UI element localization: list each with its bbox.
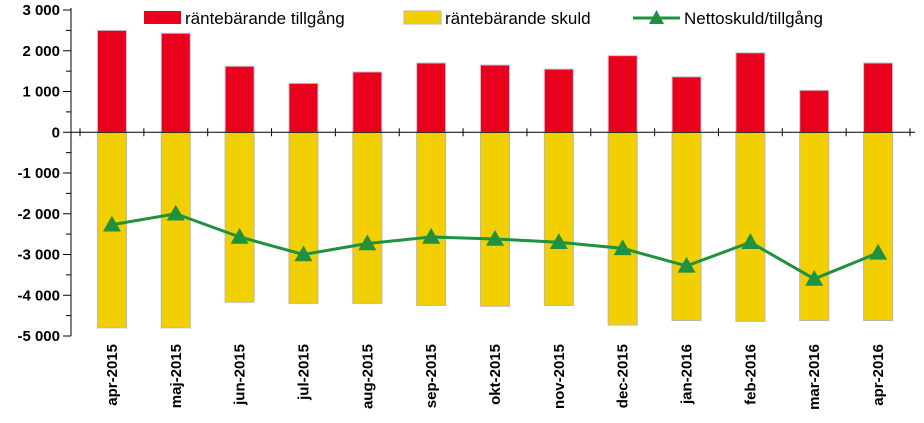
bar-skuld (799, 131, 830, 322)
legend-swatch-skuld (403, 10, 442, 25)
x-category-label: maj-2015 (168, 344, 185, 408)
x-category-label: apr-2016 (870, 344, 887, 406)
netto-marker (613, 239, 632, 256)
x-category-label: okt-2015 (487, 344, 504, 405)
bars-tillgang (96, 29, 894, 133)
bar-skuld (416, 131, 447, 306)
x-category-label: nov-2015 (551, 344, 568, 409)
netto-marker (869, 243, 888, 260)
bar-tillgang (224, 65, 255, 133)
bar-tillgang (799, 89, 830, 133)
bar-tillgang (671, 76, 702, 133)
y-tick-label: -2 000 (17, 206, 60, 223)
x-category-label: jan-2016 (679, 344, 696, 405)
y-tick-label: 0 (52, 124, 60, 141)
bar-tillgang (416, 62, 447, 133)
netto-marker (549, 233, 568, 250)
bar-tillgang (288, 82, 319, 133)
bar-skuld (671, 131, 702, 322)
x-category-label: jul-2015 (295, 344, 312, 401)
bar-skuld (480, 131, 510, 307)
y-tick-label: -3 000 (17, 247, 60, 264)
netto-marker (741, 233, 760, 250)
netto-marker (166, 204, 185, 221)
y-tick-label: -5 000 (17, 328, 60, 345)
bar-skuld (160, 131, 191, 329)
bar-skuld (224, 131, 255, 303)
bar-skuld (288, 131, 319, 304)
x-axis-labels: apr-2015 maj-2015 jun-2015 jul-2015 aug-2015… (104, 344, 887, 410)
y-tick-label: -4 000 (17, 287, 60, 304)
bar-skuld (863, 131, 894, 322)
bar-tillgang (352, 71, 383, 133)
x-category-label: apr-2015 (104, 344, 121, 406)
bar-tillgang (735, 52, 766, 133)
y-tick-label: -1 000 (17, 165, 60, 182)
bars-skuld (96, 131, 894, 329)
bar-skuld (352, 131, 383, 304)
legend-label-netto: Nettoskuld/tillgång (684, 9, 823, 28)
bar-tillgang (160, 32, 191, 133)
x-category-label: aug-2015 (359, 344, 376, 409)
bar-skuld (607, 131, 638, 326)
netto-line (102, 204, 888, 286)
bar-tillgang (607, 55, 638, 133)
netto-marker (805, 269, 824, 286)
netto-marker (230, 227, 249, 244)
bar-skuld (735, 131, 766, 322)
legend-swatch-tillgang (144, 11, 181, 24)
x-category-label: feb-2016 (742, 344, 759, 405)
legend-label-tillgang: räntebärande tillgång (185, 9, 345, 28)
x-category-label: dec-2015 (615, 344, 632, 408)
bar-skuld (543, 131, 574, 306)
bar-tillgang (863, 62, 894, 133)
netto-marker (294, 245, 313, 262)
y-tick-label: 3 000 (22, 2, 60, 19)
netto-marker (358, 234, 377, 251)
legend-marker-netto (649, 10, 664, 24)
axes (63, 8, 915, 337)
y-axis-labels: 3 000 2 000 1 000 0 -1 000 -2 000 -3 000 -4 000… (17, 2, 60, 345)
bar-tillgang (480, 64, 510, 133)
legend-label-skuld: räntebärande skuld (445, 9, 591, 28)
x-category-label: jun-2015 (232, 344, 249, 406)
x-category-label: sep-2015 (423, 344, 440, 408)
legend: räntebärande tillgång räntebärande skuld… (144, 9, 823, 28)
bar-tillgang (96, 29, 127, 133)
netto-marker (422, 227, 441, 244)
netto-marker (677, 256, 696, 273)
y-tick-label: 1 000 (22, 84, 60, 101)
x-category-label: mar-2016 (806, 344, 823, 410)
netto-marker (486, 230, 504, 246)
y-tick-label: 2 000 (22, 43, 60, 60)
bar-tillgang (543, 68, 574, 133)
netto-marker (102, 215, 121, 232)
